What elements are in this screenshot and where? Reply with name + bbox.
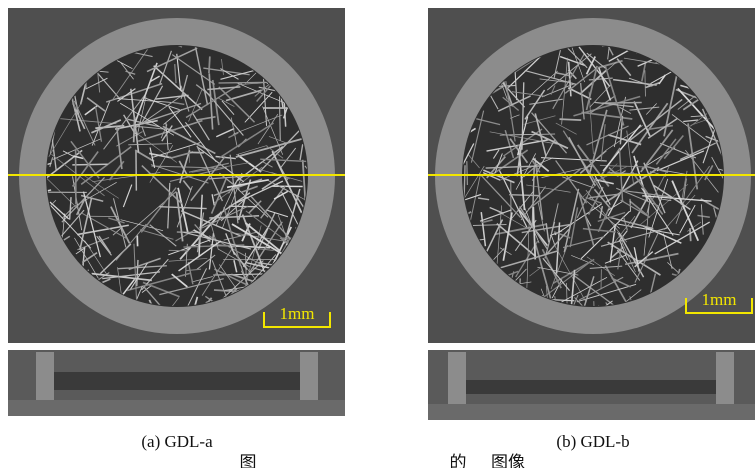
caption-fragment: 的 [450, 453, 467, 468]
fiber [219, 82, 272, 83]
fiber [690, 228, 691, 241]
panel-b: 1mm (b) GDL-b [395, 8, 755, 451]
panel-a: 1mm (a) GDL-a [0, 8, 364, 451]
caption: (a) GDL-a [141, 432, 213, 451]
fiber [467, 161, 468, 185]
base [8, 400, 345, 416]
fiber [209, 56, 210, 73]
fiber [509, 195, 539, 196]
scale-label: 1mm [280, 304, 315, 323]
page: {"panels": [ {"scale_label": "1mm", "cap… [0, 0, 755, 468]
fiber [559, 119, 581, 120]
fiber [602, 103, 641, 104]
caption-fragment: 图 [240, 453, 257, 468]
scale-label: 1mm [702, 290, 737, 309]
base [428, 404, 755, 420]
fiber [134, 117, 135, 142]
fiber [72, 164, 107, 165]
fiber [177, 232, 198, 233]
layer [54, 372, 300, 390]
figure: 1mm (a) GDL-a 1mm (b) GDL-b 图 的 图像 [0, 0, 755, 468]
caption-fragment: 图像 [491, 453, 525, 468]
caption: (b) GDL-b [556, 432, 629, 451]
layer [466, 380, 716, 394]
fiber [645, 70, 646, 96]
